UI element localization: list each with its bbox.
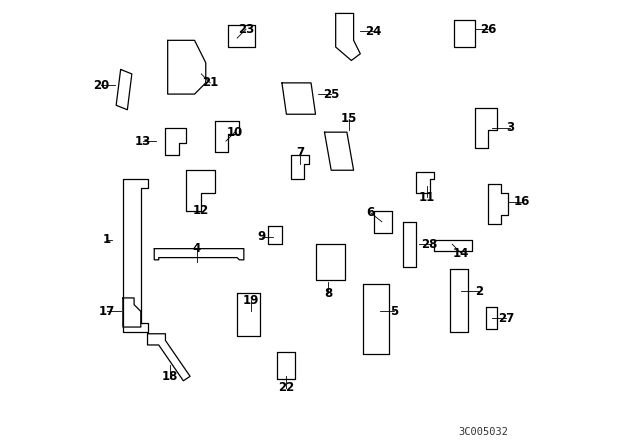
Text: 22: 22 [278,381,294,394]
Text: 9: 9 [258,230,266,243]
Text: 3C005032: 3C005032 [458,427,509,437]
Text: 1: 1 [103,233,111,246]
Text: 19: 19 [243,293,259,307]
Text: 18: 18 [162,370,178,383]
Text: 12: 12 [193,204,209,217]
Text: 16: 16 [513,195,530,208]
Text: 10: 10 [227,125,243,139]
Text: 24: 24 [365,25,382,38]
Text: 13: 13 [135,134,151,148]
Text: 17: 17 [99,305,115,318]
Text: 11: 11 [419,190,435,204]
Text: 7: 7 [296,146,304,159]
Text: 14: 14 [453,246,469,260]
Text: 25: 25 [323,87,339,101]
Text: 28: 28 [422,237,438,251]
Text: 2: 2 [475,284,483,298]
Text: 8: 8 [324,287,332,300]
Text: 3: 3 [506,121,515,134]
Text: 23: 23 [238,22,254,36]
Text: 4: 4 [193,242,201,255]
Text: 26: 26 [480,22,496,36]
Text: 15: 15 [341,112,357,125]
Text: 27: 27 [498,311,514,325]
Text: 5: 5 [390,305,398,318]
Text: 20: 20 [93,78,109,92]
Text: 21: 21 [202,76,218,90]
Text: 6: 6 [367,206,375,220]
